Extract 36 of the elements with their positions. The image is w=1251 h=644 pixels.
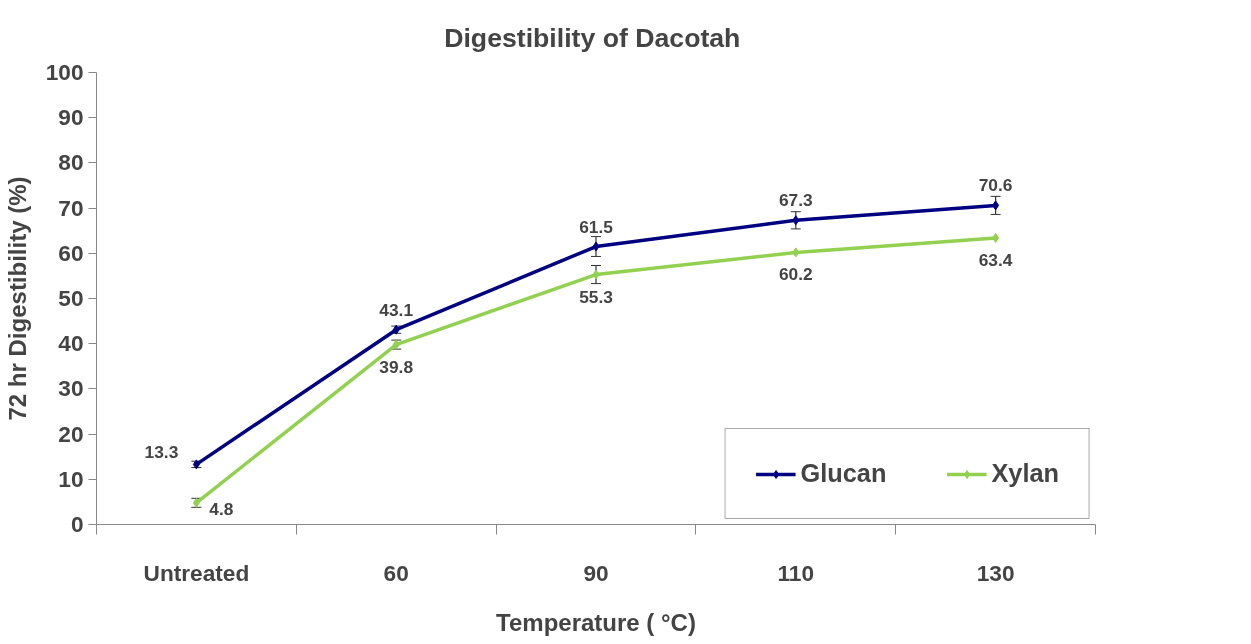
y-tick-label: 70 xyxy=(58,194,84,221)
data-label: 39.8 xyxy=(379,356,414,377)
y-tick-label: 60 xyxy=(58,239,84,266)
chart-title: Digestibility of Dacotah xyxy=(444,22,741,53)
x-tick-label: 60 xyxy=(383,559,409,586)
data-label: 60.2 xyxy=(778,264,813,285)
y-tick-label: 40 xyxy=(58,330,84,357)
x-tick-label: 110 xyxy=(777,559,815,586)
legend-label: Glucan xyxy=(800,459,887,488)
x-tick-label: Untreated xyxy=(143,559,250,586)
y-tick-label: 0 xyxy=(70,511,84,537)
point xyxy=(592,269,600,280)
y-tick-label: 30 xyxy=(58,375,84,402)
data-label: 43.1 xyxy=(379,299,414,320)
point xyxy=(992,232,1000,243)
y-tick-label: 100 xyxy=(45,59,84,85)
x-axis-title: Temperature ( °C) xyxy=(496,608,696,636)
y-tick-label: 50 xyxy=(58,285,84,311)
x-tick-label: 130 xyxy=(976,559,1015,586)
y-axis-title: 72 hr Digestibility (%) xyxy=(3,176,31,421)
y-tick-label: 10 xyxy=(58,465,84,492)
legend-label: Xylan xyxy=(991,459,1059,488)
point xyxy=(992,200,1000,211)
y-tick-label: 80 xyxy=(58,149,84,176)
data-label: 4.8 xyxy=(209,498,234,519)
data-label: 13.3 xyxy=(144,442,179,463)
y-tick-label: 20 xyxy=(58,420,84,447)
data-label: 67.3 xyxy=(778,190,814,211)
data-label: 63.4 xyxy=(978,249,1013,270)
data-label: 70.6 xyxy=(978,175,1013,196)
data-label: 61.5 xyxy=(579,216,614,237)
point xyxy=(592,241,600,252)
data-label: 55.3 xyxy=(579,286,614,307)
x-tick-label: 90 xyxy=(583,559,609,586)
y-tick-label: 90 xyxy=(58,104,84,131)
point xyxy=(792,215,800,226)
